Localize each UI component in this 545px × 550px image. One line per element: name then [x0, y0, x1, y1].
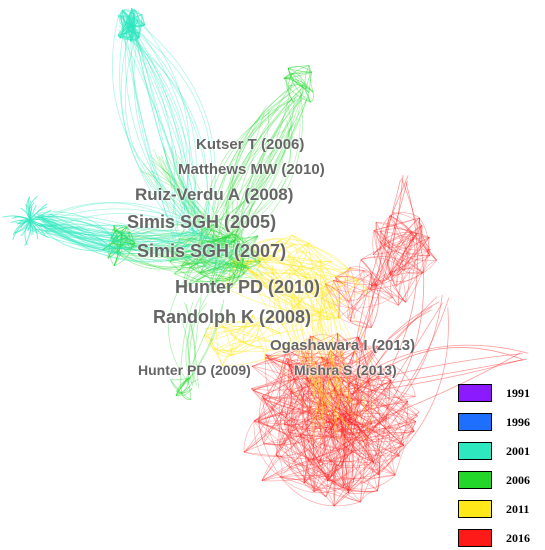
- node-label-ogashawara-2013: Ogashawara I (2013): [270, 337, 416, 354]
- legend-label-2001: 2001: [506, 444, 530, 458]
- legend-swatch-2016: [458, 529, 492, 547]
- legend-label-1996: 1996: [506, 415, 530, 429]
- legend-item-2001: 2001: [458, 440, 542, 462]
- legend-swatch-1996: [458, 413, 492, 431]
- node-label-mishra-2013: Mishra S (2013): [294, 362, 397, 378]
- node-label-simis-2007: Simis SGH (2007): [137, 241, 287, 261]
- legend-swatch-2011: [458, 500, 492, 518]
- node-label-ruiz-verdu-2008: Ruiz-Verdu A (2008): [135, 185, 294, 204]
- legend-item-2011: 2011: [458, 498, 542, 520]
- legend-label-2006: 2006: [506, 473, 530, 487]
- network-edges: [2, 8, 529, 507]
- node-label-hunter-2009: Hunter PD (2009): [138, 362, 251, 378]
- node-label-hunter-2010: Hunter PD (2010): [175, 277, 321, 297]
- node-label-simis-2005: Simis SGH (2005): [127, 212, 277, 232]
- legend-item-2016: 2016: [458, 527, 542, 549]
- legend-label-1991: 1991: [506, 386, 530, 400]
- node-label-kutser-2006: Kutser T (2006): [196, 136, 305, 153]
- legend-swatch-1991: [458, 384, 492, 402]
- legend-item-2006: 2006: [458, 469, 542, 491]
- legend-item-1996: 1996: [458, 411, 542, 433]
- node-label-randolph-2008: Randolph K (2008): [153, 307, 312, 327]
- legend-label-2011: 2011: [506, 502, 530, 516]
- legend-label-2016: 2016: [506, 531, 530, 545]
- legend-swatch-2006: [458, 471, 492, 489]
- legend-swatch-2001: [458, 442, 492, 460]
- legend-item-1991: 1991: [458, 382, 542, 404]
- node-label-matthews-2010: Matthews MW (2010): [178, 161, 325, 178]
